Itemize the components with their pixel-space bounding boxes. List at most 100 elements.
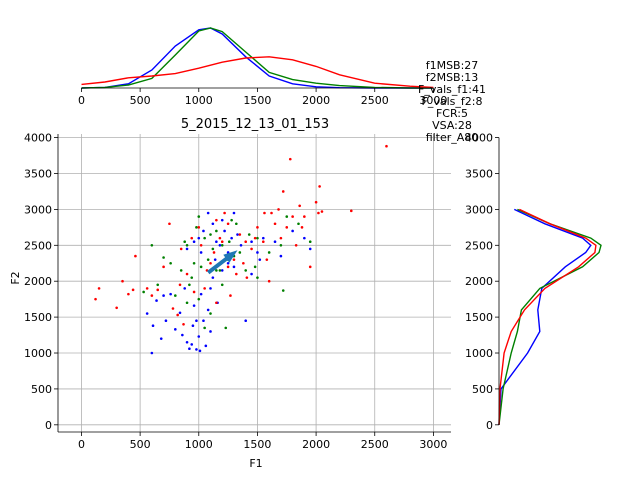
data-point	[209, 287, 212, 290]
data-point	[181, 333, 184, 337]
data-point	[190, 276, 194, 279]
main-scatter-panel: 0 500 1000 1500 2000 2500 3000 0 500 1000 1500 2000…	[24, 132, 451, 451]
x-tick-label: 1500	[243, 438, 271, 451]
x-axis-label: F1	[249, 457, 262, 470]
data-point	[270, 211, 273, 215]
data-point	[261, 240, 265, 244]
data-point	[298, 204, 301, 208]
data-point	[206, 308, 210, 312]
stats-line: F_vals_f2:8	[422, 95, 483, 108]
data-point	[162, 265, 165, 269]
data-point	[314, 200, 318, 204]
data-point	[185, 272, 189, 276]
right-y-tick-label: 1000	[465, 347, 493, 360]
data-point	[256, 251, 259, 254]
data-point	[183, 240, 186, 244]
data-point	[253, 265, 257, 269]
data-point	[156, 283, 160, 287]
data-point	[250, 272, 253, 276]
data-point	[226, 222, 230, 226]
top-x-tick-label: 2500	[361, 94, 389, 107]
data-point	[185, 301, 189, 305]
data-point	[385, 144, 388, 148]
stats-line: FCR:5	[436, 107, 468, 120]
right-y-tick-label: 2000	[465, 275, 493, 288]
data-point	[285, 215, 289, 218]
data-point	[256, 236, 259, 240]
data-point	[277, 208, 280, 211]
data-point	[223, 211, 226, 215]
data-point	[188, 283, 191, 287]
data-point	[220, 283, 224, 287]
data-point	[142, 290, 145, 294]
data-point	[182, 322, 185, 326]
data-point	[215, 269, 218, 272]
data-point	[197, 215, 201, 218]
stats-line: VSA:28	[432, 119, 472, 132]
data-point	[300, 226, 304, 229]
data-point	[256, 276, 259, 279]
data-point	[199, 292, 203, 296]
y-tick-label: 2000	[24, 275, 52, 288]
data-point	[155, 299, 158, 302]
data-point	[195, 348, 198, 351]
data-point	[250, 247, 253, 251]
data-point	[215, 218, 218, 222]
data-point	[197, 236, 201, 240]
data-point	[244, 319, 248, 322]
top-x-tick-label: 2000	[302, 94, 330, 107]
data-point	[239, 244, 243, 247]
data-point	[206, 258, 210, 261]
data-point	[192, 240, 196, 244]
y-axis-label: F2	[9, 271, 22, 284]
data-point	[297, 222, 300, 226]
data-point	[195, 319, 198, 322]
data-point	[220, 269, 224, 272]
data-point	[256, 226, 259, 229]
data-point	[279, 254, 283, 258]
data-point	[238, 233, 242, 236]
data-point	[308, 265, 312, 269]
data-point	[267, 251, 271, 254]
data-point	[308, 247, 312, 251]
data-point	[183, 287, 186, 290]
data-point	[192, 290, 196, 294]
data-point	[253, 236, 257, 240]
data-point	[247, 233, 251, 236]
x-tick-label: 3000	[419, 438, 447, 451]
top-x-tick-label: 500	[130, 94, 151, 107]
data-point	[236, 233, 239, 236]
data-point	[169, 292, 172, 296]
mean-shift-arrow	[207, 250, 238, 275]
data-point	[244, 269, 248, 272]
data-point	[215, 301, 218, 305]
y-tick-label: 1500	[24, 311, 52, 324]
data-point	[197, 226, 201, 229]
data-point	[212, 251, 216, 254]
data-point	[94, 297, 97, 301]
data-point	[261, 236, 265, 240]
stats-annotation: f1MSB:27f2MSB:13F_vals_f1:41F_vals_f2:8F…	[418, 59, 486, 144]
data-point	[151, 324, 155, 328]
data-point	[185, 340, 189, 344]
data-point	[211, 276, 215, 279]
data-point	[202, 319, 205, 322]
stats-line: f1MSB:27	[426, 59, 479, 72]
data-point	[192, 261, 196, 265]
data-point	[209, 261, 212, 265]
top-density-curve	[81, 56, 434, 89]
data-point	[145, 312, 149, 315]
data-point	[209, 233, 212, 236]
data-point	[171, 307, 175, 310]
data-point	[178, 311, 182, 315]
data-point	[258, 258, 262, 261]
data-point	[227, 240, 231, 244]
data-point	[188, 347, 191, 351]
data-point	[179, 247, 183, 251]
data-point	[285, 226, 289, 229]
data-point	[211, 247, 215, 251]
right-density-curve	[498, 208, 597, 425]
y-tick-label: 1000	[24, 347, 52, 360]
data-point	[232, 211, 236, 215]
data-point	[320, 210, 324, 213]
